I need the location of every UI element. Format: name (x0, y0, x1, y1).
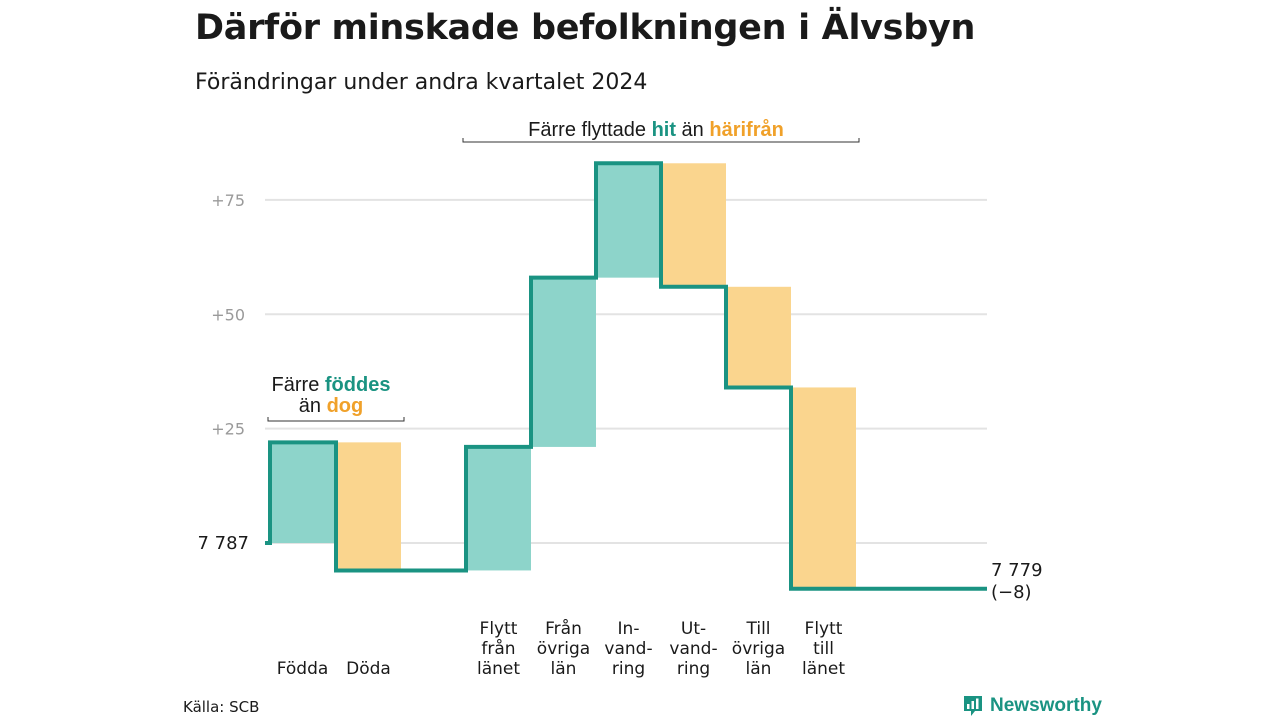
annotation-part: Färre flyttade (528, 119, 651, 141)
annotation-part: Färre (272, 374, 325, 396)
annotation-part: härifrån (709, 118, 783, 141)
waterfall-bar (726, 286, 791, 388)
waterfall-bar (270, 442, 335, 543)
category-label: Födda (277, 659, 329, 679)
annotation-text: Färre föddes (272, 374, 391, 396)
waterfall-bar (661, 163, 726, 287)
category-label: Till (745, 619, 770, 639)
end-value-label: 7 779 (991, 560, 1043, 581)
category-label: länet (477, 659, 520, 679)
category-label: ring (612, 659, 645, 679)
category-label: vand- (604, 639, 652, 659)
annotation-bracket (267, 417, 405, 422)
category-label: län (746, 659, 772, 679)
y-tick-label: +50 (211, 305, 245, 324)
category-label: län (551, 659, 577, 679)
waterfall-bar (336, 442, 401, 571)
category-label: från (481, 638, 515, 659)
category-label: vand- (669, 639, 717, 659)
chart-title: Därför minskade befolkningen i Älvsbyn (195, 8, 976, 48)
annotation-text: än dog (299, 395, 363, 417)
category-label: In- (618, 619, 640, 639)
waterfall-bar (466, 446, 531, 571)
category-label: Flytt (805, 619, 843, 639)
category-label: Ut- (681, 619, 706, 639)
y-tick-label: +75 (211, 191, 245, 210)
annotation-part: än (299, 395, 327, 417)
annotation-text: Färre flyttade hit än härifrån (528, 118, 784, 141)
chart-speech-bubble-icon (964, 696, 982, 716)
brand-name: Newsworthy (990, 695, 1102, 716)
category-label: länet (802, 659, 845, 679)
waterfall-bar (596, 163, 661, 278)
brand-logo[interactable]: Newsworthy (962, 694, 1102, 718)
category-label: övriga (537, 639, 590, 659)
source-label: Källa: SCB (183, 698, 260, 716)
annotation-bracket (462, 138, 860, 143)
category-label: Flytt (480, 619, 518, 639)
y-tick-label: +25 (211, 420, 245, 439)
net-change-label: (−8) (991, 582, 1032, 603)
annotation-part: föddes (325, 374, 391, 396)
waterfall-bar (531, 277, 596, 447)
annotation-part: dog (327, 395, 364, 417)
category-label: övriga (732, 639, 785, 659)
category-label: ring (677, 659, 710, 679)
category-label: Från (545, 618, 582, 639)
annotation-part: än (676, 119, 709, 141)
cumulative-step-line (265, 161, 987, 591)
category-label: till (813, 639, 834, 659)
chart-subtitle: Förändringar under andra kvartalet 2024 (195, 70, 648, 95)
annotation-part: hit (652, 119, 677, 141)
category-label: Döda (346, 659, 391, 679)
waterfall-bar (791, 387, 856, 589)
start-value-label: 7 787 (197, 533, 249, 554)
